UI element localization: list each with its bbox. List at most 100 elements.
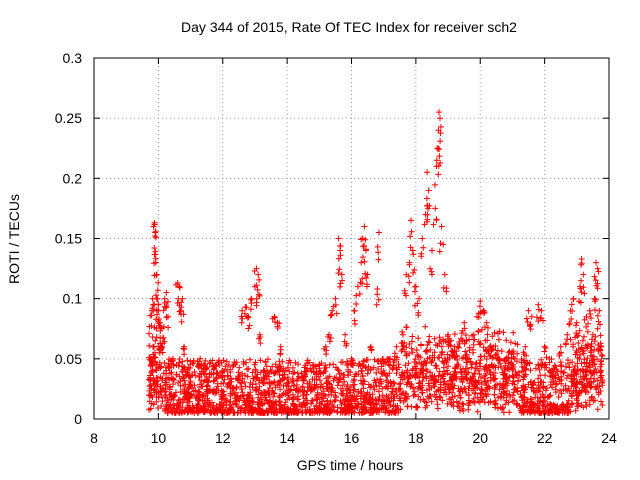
data-point-bg: [165, 374, 171, 381]
data-point: [589, 331, 596, 338]
data-point-bg: [350, 387, 357, 394]
data-point-bg: [511, 381, 518, 388]
data-point: [219, 372, 226, 379]
data-point-bg: [326, 409, 333, 415]
data-point-bg: [341, 378, 348, 385]
data-point-bg: [195, 397, 202, 404]
data-point-bg: [502, 375, 509, 382]
data-point-bg: [576, 389, 583, 396]
data-point-bg: [530, 388, 537, 395]
data-point-bg: [318, 381, 325, 388]
y-tick-label: 0.25: [55, 110, 82, 126]
data-point-bg: [481, 353, 488, 360]
x-tick-labels: 8 10 12 14 16 18 20 22 24: [90, 430, 617, 446]
data-point-bg: [153, 325, 160, 332]
data-point-bg: [301, 388, 307, 395]
data-point: [326, 338, 333, 345]
data-point-bg: [228, 376, 235, 383]
data-point: [578, 289, 585, 296]
data-point-bg: [263, 363, 270, 370]
data-point-bg: [510, 378, 517, 385]
data-point-bg: [554, 368, 561, 375]
data-point-bg: [576, 356, 583, 362]
data-point-bg: [484, 337, 491, 344]
data-point: [375, 229, 382, 236]
data-point-bg: [572, 407, 579, 414]
data-point-bg: [589, 393, 595, 400]
data-point-bg: [380, 360, 387, 367]
data-point-bg: [245, 365, 252, 372]
data-point-bg: [250, 409, 257, 416]
data-point: [342, 331, 349, 338]
data-point: [335, 255, 342, 262]
data-point-bg: [509, 398, 516, 405]
data-point-bg: [173, 371, 180, 378]
data-point: [418, 253, 425, 260]
data-point-bg: [535, 375, 542, 382]
data-point: [157, 327, 164, 334]
data-point-bg: [435, 372, 442, 379]
data-point: [557, 343, 564, 350]
data-point-bg: [459, 337, 466, 344]
y-tick-label: 0.3: [63, 50, 83, 66]
data-point-bg: [404, 369, 411, 376]
data-point-bg: [408, 381, 415, 388]
data-point-bg: [419, 378, 426, 385]
data-point-bg: [189, 407, 196, 414]
data-point: [211, 365, 218, 372]
data-point: [434, 145, 441, 152]
data-point: [184, 367, 191, 374]
data-point-bg: [510, 329, 517, 336]
data-point-bg: [287, 387, 294, 394]
data-point: [165, 324, 172, 331]
data-point-bg: [323, 403, 329, 410]
data-point: [446, 335, 453, 342]
data-point: [178, 304, 185, 311]
data-point: [598, 343, 604, 350]
data-point-bg: [575, 403, 582, 410]
data-point-bg: [295, 396, 302, 403]
x-tick-label: 24: [601, 430, 617, 446]
data-point-bg: [485, 348, 492, 355]
data-point-bg: [537, 394, 544, 401]
data-point-bg: [558, 368, 565, 375]
data-point-bg: [306, 406, 313, 413]
data-point-bg: [552, 389, 559, 396]
data-point-bg: [494, 405, 501, 412]
data-point-bg: [285, 405, 292, 412]
data-point-bg: [456, 392, 462, 399]
data-point-bg: [334, 382, 341, 389]
data-point: [408, 228, 415, 235]
data-point: [410, 269, 417, 276]
data-point-bg: [398, 348, 405, 355]
data-point: [401, 290, 408, 297]
data-point-bg: [513, 400, 520, 407]
data-point-bg: [468, 364, 475, 371]
data-point-bg: [514, 350, 521, 357]
data-point-bg: [426, 386, 433, 393]
data-point-bg: [500, 409, 507, 416]
data-point-bg: [157, 340, 164, 347]
data-point-bg: [245, 402, 252, 408]
data-point: [374, 291, 381, 298]
data-point-bg: [269, 363, 276, 370]
data-point-bg: [393, 386, 400, 393]
data-point-bg: [522, 365, 529, 372]
data-point-bg: [564, 372, 571, 379]
data-point-bg: [374, 400, 380, 407]
data-point-bg: [597, 368, 604, 375]
x-tick-label: 10: [151, 430, 167, 446]
data-point-bg: [440, 336, 447, 343]
data-point-bg: [387, 383, 394, 390]
data-point-bg: [409, 333, 416, 340]
data-point: [435, 171, 442, 178]
data-point: [543, 354, 550, 361]
data-point-bg: [194, 402, 201, 409]
data-point-bg: [346, 404, 353, 411]
data-point-bg: [432, 341, 439, 348]
data-point-bg: [347, 389, 354, 396]
data-point-bg: [324, 402, 331, 409]
data-point: [323, 351, 329, 358]
data-point: [317, 369, 324, 376]
